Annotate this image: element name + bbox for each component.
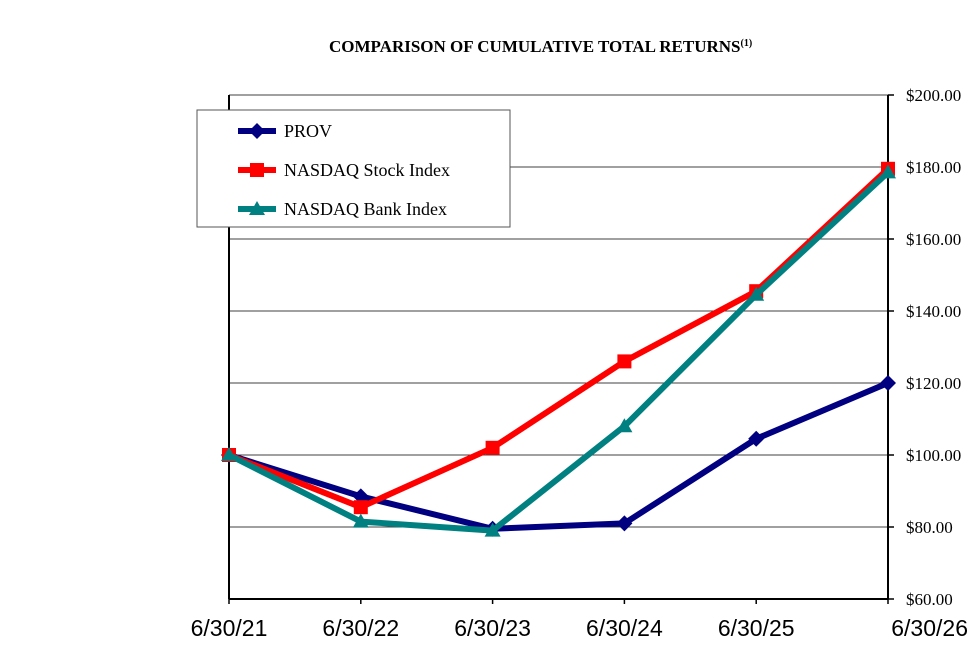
data-point <box>221 447 237 461</box>
chart-title: COMPARISON OF CUMULATIVE TOTAL RETURNS(1… <box>329 37 752 56</box>
data-point <box>485 440 500 455</box>
legend-marker <box>249 123 265 139</box>
series-line <box>226 169 891 534</box>
legend-item: PROV <box>238 121 332 141</box>
y-tick-label: $140.00 <box>906 302 961 321</box>
x-tick-label: 6/30/24 <box>586 615 663 641</box>
data-point <box>352 513 369 528</box>
series-prov <box>221 375 896 537</box>
legend: PROV NASDAQ Stock Index NASDAQ Bank Index <box>196 109 511 228</box>
y-tick-label: $80.00 <box>906 518 953 537</box>
data-point <box>880 164 896 179</box>
x-tick-label: 6/30/25 <box>718 615 795 641</box>
x-tick-label: 6/30/22 <box>322 615 399 641</box>
chart-title-main: COMPARISON OF CUMULATIVE TOTAL RETURNS <box>329 37 741 56</box>
y-tick-label: $60.00 <box>906 590 953 609</box>
data-point <box>616 418 633 433</box>
legend-marker <box>249 201 265 215</box>
legend-item: NASDAQ Stock Index <box>238 160 450 180</box>
series-line <box>226 380 891 532</box>
data-point <box>617 354 632 369</box>
data-point <box>880 375 896 391</box>
data-point <box>748 430 765 447</box>
x-tick-label: 6/30/23 <box>454 615 531 641</box>
data-point <box>484 522 501 537</box>
y-tick-label: $180.00 <box>906 158 961 177</box>
x-tick-label: 6/30/21 <box>191 615 268 641</box>
axes <box>228 94 894 604</box>
y-tick-label: $200.00 <box>906 86 961 105</box>
y-tick-label: $160.00 <box>906 230 961 249</box>
data-point <box>748 286 765 301</box>
y-tick-label: $120.00 <box>906 374 961 393</box>
x-tick-label: 6/30/26 <box>891 615 968 641</box>
series-nasdaq-bank-index <box>221 164 896 537</box>
legend-label: NASDAQ Bank Index <box>284 199 447 219</box>
data-point <box>353 500 368 515</box>
legend-label: PROV <box>284 121 332 141</box>
legend-item: NASDAQ Bank Index <box>238 199 447 219</box>
chart-title-superscript: (1) <box>741 38 753 49</box>
legend-label: NASDAQ Stock Index <box>284 160 450 180</box>
y-tick-label: $100.00 <box>906 446 961 465</box>
legend-marker <box>250 163 264 177</box>
y-tick-labels: $60.00 $80.00 $100.00 $120.00 $140.00 $160.00… <box>906 86 961 609</box>
data-point <box>616 515 633 532</box>
x-tick-labels: 6/30/21 6/30/22 6/30/23 6/30/24 6/30/25 6/30/… <box>191 615 968 641</box>
series-layer <box>221 161 896 537</box>
